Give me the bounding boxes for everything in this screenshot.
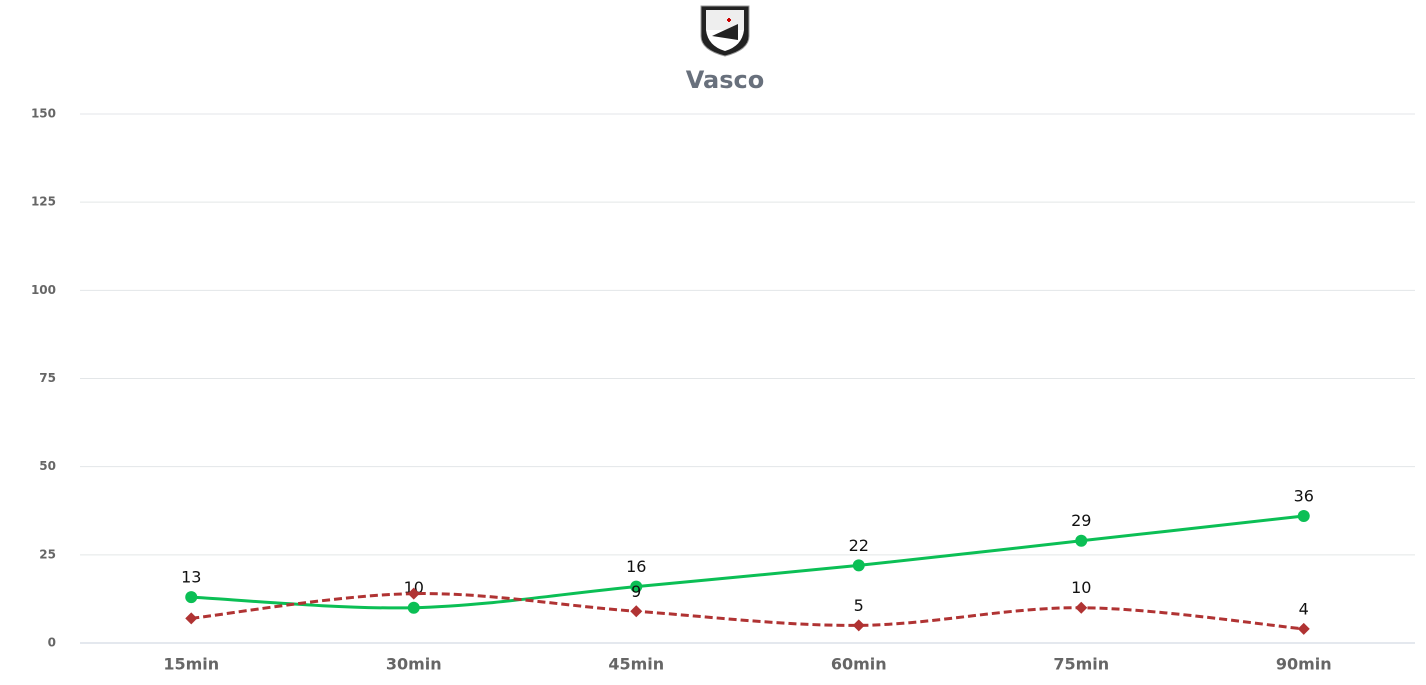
data-label: 9 — [631, 582, 641, 601]
point — [407, 601, 420, 614]
data-label: 36 — [1294, 487, 1314, 506]
x-tick-label: 30min — [386, 655, 442, 674]
x-tick-label: 90min — [1276, 655, 1332, 674]
point — [1297, 622, 1310, 635]
y-tick-label: 0 — [48, 636, 56, 650]
y-tick-label: 100 — [31, 283, 56, 297]
point — [852, 559, 865, 572]
series-line — [191, 514, 1304, 610]
club-logo — [700, 5, 750, 57]
x-tick-label: 60min — [831, 655, 887, 674]
series-line — [191, 592, 1304, 631]
x-tick-label: 15min — [163, 655, 219, 674]
x-tick-label: 45min — [608, 655, 664, 674]
y-tick-label: 150 — [31, 107, 56, 121]
y-tick-label: 75 — [39, 371, 56, 385]
point — [630, 580, 643, 593]
data-label: 16 — [626, 557, 646, 576]
data-label: 4 — [1299, 599, 1309, 618]
data-label: 13 — [181, 568, 201, 587]
point — [1297, 510, 1310, 523]
data-label: 29 — [1071, 511, 1091, 530]
point — [185, 612, 198, 625]
point — [1075, 601, 1088, 614]
point — [407, 587, 420, 600]
y-tick-label: 25 — [39, 547, 56, 561]
data-label: 10 — [1071, 578, 1091, 597]
point — [852, 619, 865, 632]
data-label: 5 — [854, 596, 864, 615]
point — [185, 591, 198, 604]
y-tick-label: 50 — [39, 459, 56, 473]
point — [630, 605, 643, 618]
data-label: 22 — [849, 536, 869, 555]
x-tick-label: 75min — [1053, 655, 1109, 674]
y-tick-label: 125 — [31, 195, 56, 209]
point — [1075, 534, 1088, 547]
chart-title: Vasco — [686, 66, 764, 94]
